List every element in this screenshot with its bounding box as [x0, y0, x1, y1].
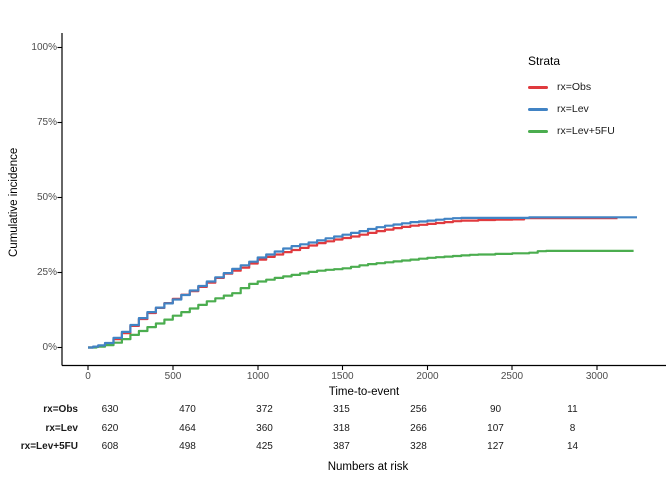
legend-label-lev5fu: rx=Lev+5FU [557, 124, 615, 137]
risk-cell: 315 [333, 404, 350, 415]
legend-key-line-lev [528, 107, 548, 111]
legend-label-obs: rx=Obs [557, 80, 592, 93]
y-tick-label-25: 25% [36, 266, 57, 278]
risk-cell: 107 [487, 422, 504, 434]
x-tick-label-2500: 2500 [500, 371, 524, 382]
risk-cell: 266 [410, 422, 427, 434]
y-axis-title: Cumulative incidence [8, 147, 20, 257]
legend-title: Strata [528, 54, 561, 68]
risk-cell: 328 [410, 441, 427, 452]
risk-cell: 318 [333, 422, 350, 434]
risk-cell: 360 [256, 422, 273, 434]
legend-key-line-obs [528, 85, 548, 89]
x-tick-label-3000: 3000 [585, 371, 609, 382]
y-tick-marks [57, 46, 62, 349]
risk-cell: 387 [333, 441, 350, 452]
risk-cell: 127 [487, 441, 504, 452]
risk-table-title: Numbers at risk [327, 461, 409, 473]
risk-row-label-lev5fu: rx=Lev+5FU [20, 441, 78, 452]
risk-cell: 470 [179, 404, 196, 415]
x-axis-title: Time-to-event [328, 386, 400, 398]
risk-cell: 256 [410, 404, 427, 415]
x-tick-label-500: 500 [164, 371, 182, 382]
risk-cell: 425 [256, 441, 273, 452]
risk-row-label-lev: rx=Lev [45, 422, 78, 434]
risk-cell: 8 [569, 422, 576, 434]
x-tick-label-0: 0 [85, 371, 91, 382]
curve-rx-lev-5fu [88, 249, 634, 349]
legend-key-line-lev5fu [528, 129, 548, 133]
risk-cell: 90 [489, 404, 502, 415]
risk-cell: 372 [256, 404, 273, 415]
x-tick-marks [87, 365, 598, 370]
y-tick-label-0: 0% [42, 341, 57, 353]
legend-label-lev: rx=Lev [557, 102, 589, 115]
risk-cell: 608 [101, 441, 119, 452]
survival-curves [88, 216, 637, 349]
risk-cell: 630 [101, 404, 119, 415]
y-tick-label-100: 100% [31, 41, 57, 53]
risk-cell: 14 [566, 441, 579, 452]
risk-cell: 464 [179, 422, 196, 434]
risk-cell: 620 [101, 422, 119, 434]
risk-row-label-obs: rx=Obs [43, 404, 78, 415]
curve-rx-obs [88, 217, 618, 349]
curve-rx-lev [88, 216, 637, 349]
y-tick-label-75: 75% [36, 116, 57, 128]
x-tick-label-1000: 1000 [246, 371, 270, 382]
x-tick-label-2000: 2000 [416, 371, 439, 382]
x-tick-label-1500: 1500 [331, 371, 354, 382]
risk-cell: 11 [567, 404, 578, 415]
risk-cell: 498 [179, 441, 196, 452]
y-tick-label-50: 50% [36, 191, 57, 203]
